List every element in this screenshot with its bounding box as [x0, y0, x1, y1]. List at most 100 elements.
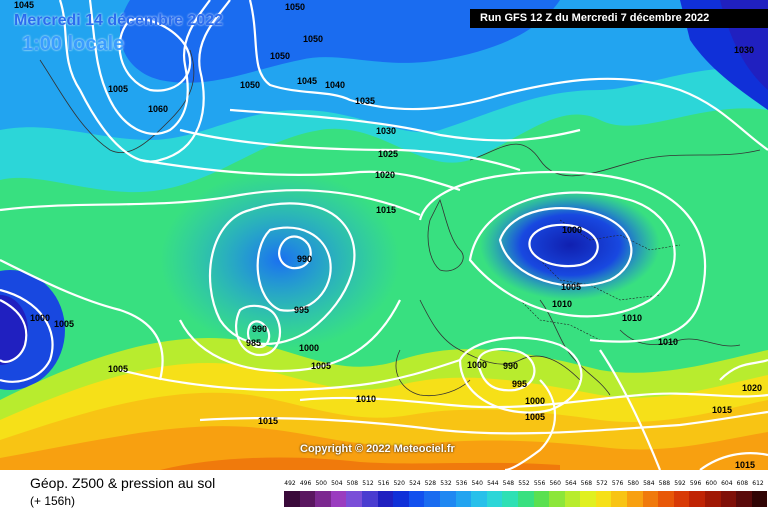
isobar-label: 1050: [285, 2, 305, 12]
color-scale-label: 500: [315, 480, 327, 487]
color-scale-bar: [284, 491, 768, 507]
color-scale-label: 508: [346, 480, 359, 487]
color-scale-swatch: [751, 491, 768, 507]
band-orange: [0, 426, 768, 470]
color-scale-label: 560: [549, 480, 561, 487]
color-scale-label: 592: [674, 480, 686, 487]
color-scale-swatch: [595, 491, 612, 507]
color-scale-swatch: [658, 491, 674, 507]
isobar-label: 1015: [258, 416, 278, 426]
color-scale-label: 552: [518, 480, 530, 487]
color-scale-swatch: [299, 491, 316, 507]
legend-footer: Géop. Z500 & pression au sol (+ 156h) 49…: [0, 470, 768, 512]
color-scale-swatch: [611, 491, 628, 507]
color-scale-swatch: [705, 491, 721, 507]
isobar-label: 1010: [356, 394, 376, 404]
copyright: Copyright © 2022 Meteociel.fr: [300, 443, 455, 455]
band-darkorange: [160, 457, 560, 470]
isobar-label: 990: [503, 361, 518, 371]
color-scale-swatch: [377, 491, 394, 507]
isobar-label: 1015: [712, 405, 732, 415]
isobar-label: 1045: [14, 0, 34, 10]
color-scale-swatch: [533, 491, 550, 507]
isobar-label: 1050: [270, 51, 290, 61]
isobar-label: 1030: [734, 45, 754, 55]
run-info: Run GFS 12 Z du Mercredi 7 décembre 2022: [470, 9, 768, 28]
isobar-label: 1045: [297, 76, 317, 86]
color-scale-swatch: [517, 491, 534, 507]
isobar-label: 1000: [299, 343, 319, 353]
forecast-local-time: 1:00 locale: [22, 33, 125, 55]
color-scale-label: 544: [487, 480, 499, 487]
color-scale-swatch: [673, 491, 690, 507]
isobar-label: 995: [512, 379, 527, 389]
color-scale-label: 596: [689, 480, 702, 487]
color-scale-label: 540: [471, 480, 483, 487]
color-scale-label: 492: [284, 480, 296, 487]
isobars: [0, 0, 768, 470]
isobar-label: 990: [297, 254, 312, 264]
isobar-label: 990: [252, 324, 267, 334]
color-scale-swatch: [564, 491, 581, 507]
isobar-label: 1015: [735, 460, 755, 470]
color-scale-label: 556: [533, 480, 546, 487]
color-scale-swatch: [642, 491, 659, 507]
color-scale-swatch: [720, 491, 737, 507]
color-scale-swatch: [439, 491, 456, 507]
isobar-label: 1005: [54, 319, 74, 329]
color-scale-label: 612: [752, 480, 764, 487]
color-scale-label: 548: [502, 480, 515, 487]
map-title: Géop. Z500 & pression au sol: [30, 475, 216, 491]
isobar-label: 1000: [467, 360, 487, 370]
isobar-label: 1050: [303, 34, 323, 44]
color-scale-label: 512: [362, 480, 374, 487]
color-scale-label: 532: [440, 480, 452, 487]
color-scale-label: 584: [643, 480, 655, 487]
isobar-label: 1015: [376, 205, 396, 215]
color-scale-swatch: [346, 491, 362, 507]
color-scale-label: 564: [565, 480, 577, 487]
color-scale-swatch: [424, 491, 440, 507]
color-scale-swatch: [549, 491, 565, 507]
isobar-label: 1005: [108, 84, 128, 94]
color-scale-label: 608: [736, 480, 749, 487]
isobar-label: 1050: [240, 80, 260, 90]
isobar-label: 1010: [658, 337, 678, 347]
color-scale-label: 516: [377, 480, 390, 487]
color-scale-label: 496: [299, 480, 312, 487]
forecast-date: Mercredi 14 décembre 2022: [14, 12, 224, 29]
color-scale-label: 528: [424, 480, 437, 487]
color-scale-label: 520: [393, 480, 405, 487]
color-scale-label: 576: [611, 480, 624, 487]
low-west-core: [0, 295, 28, 365]
color-scale-swatch: [315, 491, 331, 507]
color-scale-swatch: [689, 491, 706, 507]
isobar-label: 1020: [375, 170, 395, 180]
color-scale-swatch: [408, 491, 425, 507]
color-scale-label: 588: [658, 480, 671, 487]
color-scale-swatch: [471, 491, 487, 507]
color-scale-swatch: [284, 491, 300, 507]
color-scale-label: 524: [409, 480, 421, 487]
isobar-label: 1025: [378, 149, 398, 159]
color-scale-swatch: [736, 491, 752, 507]
low-west: [0, 270, 65, 390]
color-scale-label: 580: [627, 480, 639, 487]
isobar-label: 1040: [325, 80, 345, 90]
color-scale-swatch: [580, 491, 596, 507]
color-scale-label: 604: [721, 480, 733, 487]
color-scale-swatch: [502, 491, 518, 507]
isobar-label: 1020: [742, 383, 762, 393]
color-scale-swatch: [330, 491, 347, 507]
isobar-label: 995: [294, 305, 309, 315]
weather-map: 1045 1050 1050 1005 1060 1050 1050 1045 …: [0, 0, 768, 470]
isobar-label: 1005: [108, 364, 128, 374]
isobar-label: 1060: [148, 104, 168, 114]
color-scale-label: 572: [596, 480, 608, 487]
color-scale-swatch: [361, 491, 378, 507]
isobar-label: 1035: [355, 96, 375, 106]
isobar-label: 1000: [562, 225, 582, 235]
isobar-labels: 1045 1050 1050 1005 1060 1050 1050 1045 …: [14, 0, 762, 470]
color-scale-swatch: [393, 491, 409, 507]
color-scale-swatch: [627, 491, 643, 507]
